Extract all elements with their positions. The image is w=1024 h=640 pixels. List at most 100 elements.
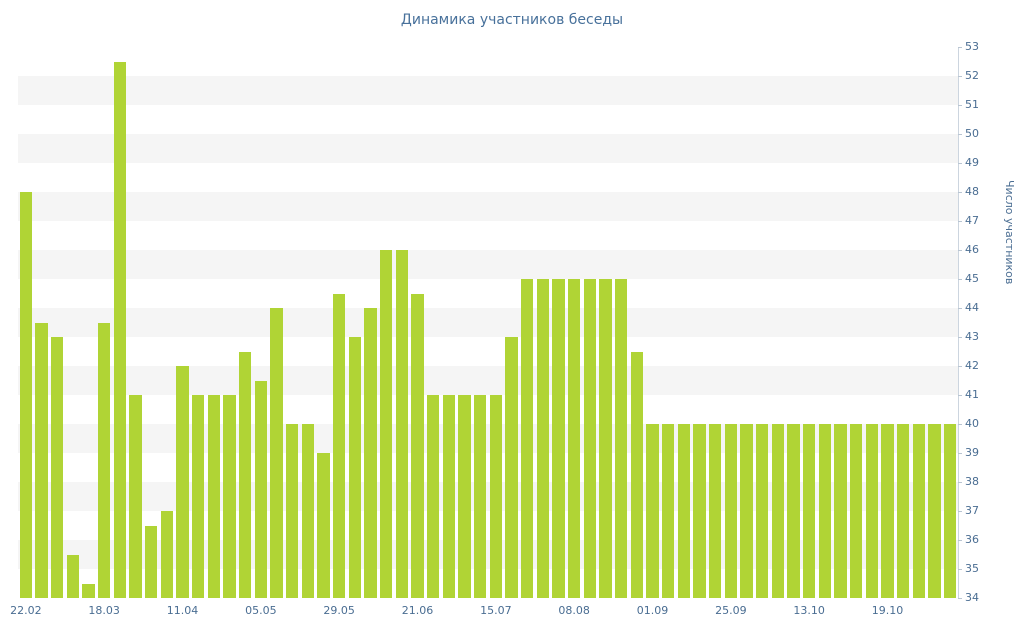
y-tick-mark [958, 192, 962, 193]
bar [285, 424, 299, 598]
bar [82, 583, 95, 598]
y-tick-mark [958, 337, 962, 338]
bar [50, 337, 64, 598]
y-tick-mark [958, 453, 962, 454]
y-tick-mark [958, 598, 962, 599]
bar [364, 308, 377, 598]
bar [317, 453, 330, 598]
bar [66, 554, 80, 598]
bar [223, 395, 236, 598]
bar [677, 424, 691, 598]
bar [238, 351, 252, 598]
y-tick-mark [958, 163, 962, 164]
bar [395, 250, 409, 598]
x-tick-label: 08.08 [558, 604, 590, 617]
bar [332, 293, 346, 598]
bar [458, 395, 471, 598]
x-tick-label: 25.09 [715, 604, 747, 617]
x-tick-label: 18.03 [88, 604, 120, 617]
x-tick-label: 05.05 [245, 604, 277, 617]
y-tick-label: 50 [965, 127, 979, 140]
bar [473, 395, 487, 598]
bar [755, 424, 769, 598]
bar [301, 424, 315, 598]
x-tick-label: 19.10 [871, 604, 904, 617]
y-tick-mark [958, 279, 962, 280]
y-tick-label: 43 [965, 330, 979, 343]
bar [97, 322, 111, 598]
y-tick-mark [958, 395, 962, 396]
bar [818, 424, 832, 598]
bar [661, 424, 675, 598]
x-tick-label: 11.04 [166, 604, 199, 617]
bar [614, 279, 628, 598]
bar [348, 337, 362, 598]
bar [693, 424, 706, 598]
y-tick-mark [958, 511, 962, 512]
bar [160, 511, 174, 598]
bar [708, 424, 722, 598]
y-tick-mark [958, 250, 962, 251]
y-tick-label: 38 [965, 475, 979, 488]
chart-title: Динамика участников беседы [400, 12, 624, 28]
x-tick-label: 21.06 [401, 604, 434, 617]
y-tick-mark [958, 47, 962, 48]
bar [19, 192, 33, 598]
y-tick-mark [958, 569, 962, 570]
y-tick-label: 48 [965, 185, 979, 198]
y-tick-mark [958, 424, 962, 425]
x-tick-label: 15.07 [480, 604, 512, 617]
bar [881, 424, 894, 598]
bar [599, 279, 612, 598]
bar [802, 424, 816, 598]
bar [35, 322, 48, 598]
bar [724, 424, 738, 598]
bar [567, 279, 581, 598]
bar [771, 424, 785, 598]
bar [191, 395, 205, 598]
x-tick-label: 13.10 [793, 604, 825, 617]
y-tick-label: 44 [965, 301, 979, 314]
bar [442, 395, 456, 598]
bar [176, 366, 189, 598]
bar [426, 395, 440, 598]
bar [787, 424, 800, 598]
bar [489, 395, 503, 598]
y-tick-mark [958, 134, 962, 135]
bar [912, 424, 926, 598]
bar [113, 61, 127, 598]
y-tick-label: 35 [965, 562, 979, 575]
bar [896, 424, 910, 598]
bar [270, 308, 283, 598]
bar [144, 525, 158, 598]
y-tick-label: 51 [965, 98, 979, 111]
y-tick-label: 45 [965, 272, 979, 285]
y-tick-mark [958, 76, 962, 77]
y-tick-mark [958, 366, 962, 367]
y-tick-label: 49 [965, 156, 979, 169]
bar [379, 250, 393, 598]
bar [411, 293, 424, 598]
y-tick-label: 41 [965, 388, 979, 401]
bars-layer [18, 47, 958, 598]
bar [740, 424, 753, 598]
bar [207, 395, 221, 598]
y-tick-mark [958, 221, 962, 222]
y-tick-label: 39 [965, 446, 979, 459]
bar [928, 424, 941, 598]
y-tick-mark [958, 540, 962, 541]
y-tick-label: 47 [965, 214, 979, 227]
bar [943, 424, 957, 598]
y-tick-label: 52 [965, 69, 979, 82]
y-tick-mark [958, 482, 962, 483]
plot-area [18, 47, 959, 598]
y-tick-label: 34 [965, 591, 979, 604]
bar [129, 395, 142, 598]
bar [505, 337, 518, 598]
bar [254, 380, 268, 598]
y-tick-mark [958, 105, 962, 106]
bar [520, 279, 534, 598]
y-tick-label: 36 [965, 533, 979, 546]
bar [849, 424, 863, 598]
bar [834, 424, 847, 598]
